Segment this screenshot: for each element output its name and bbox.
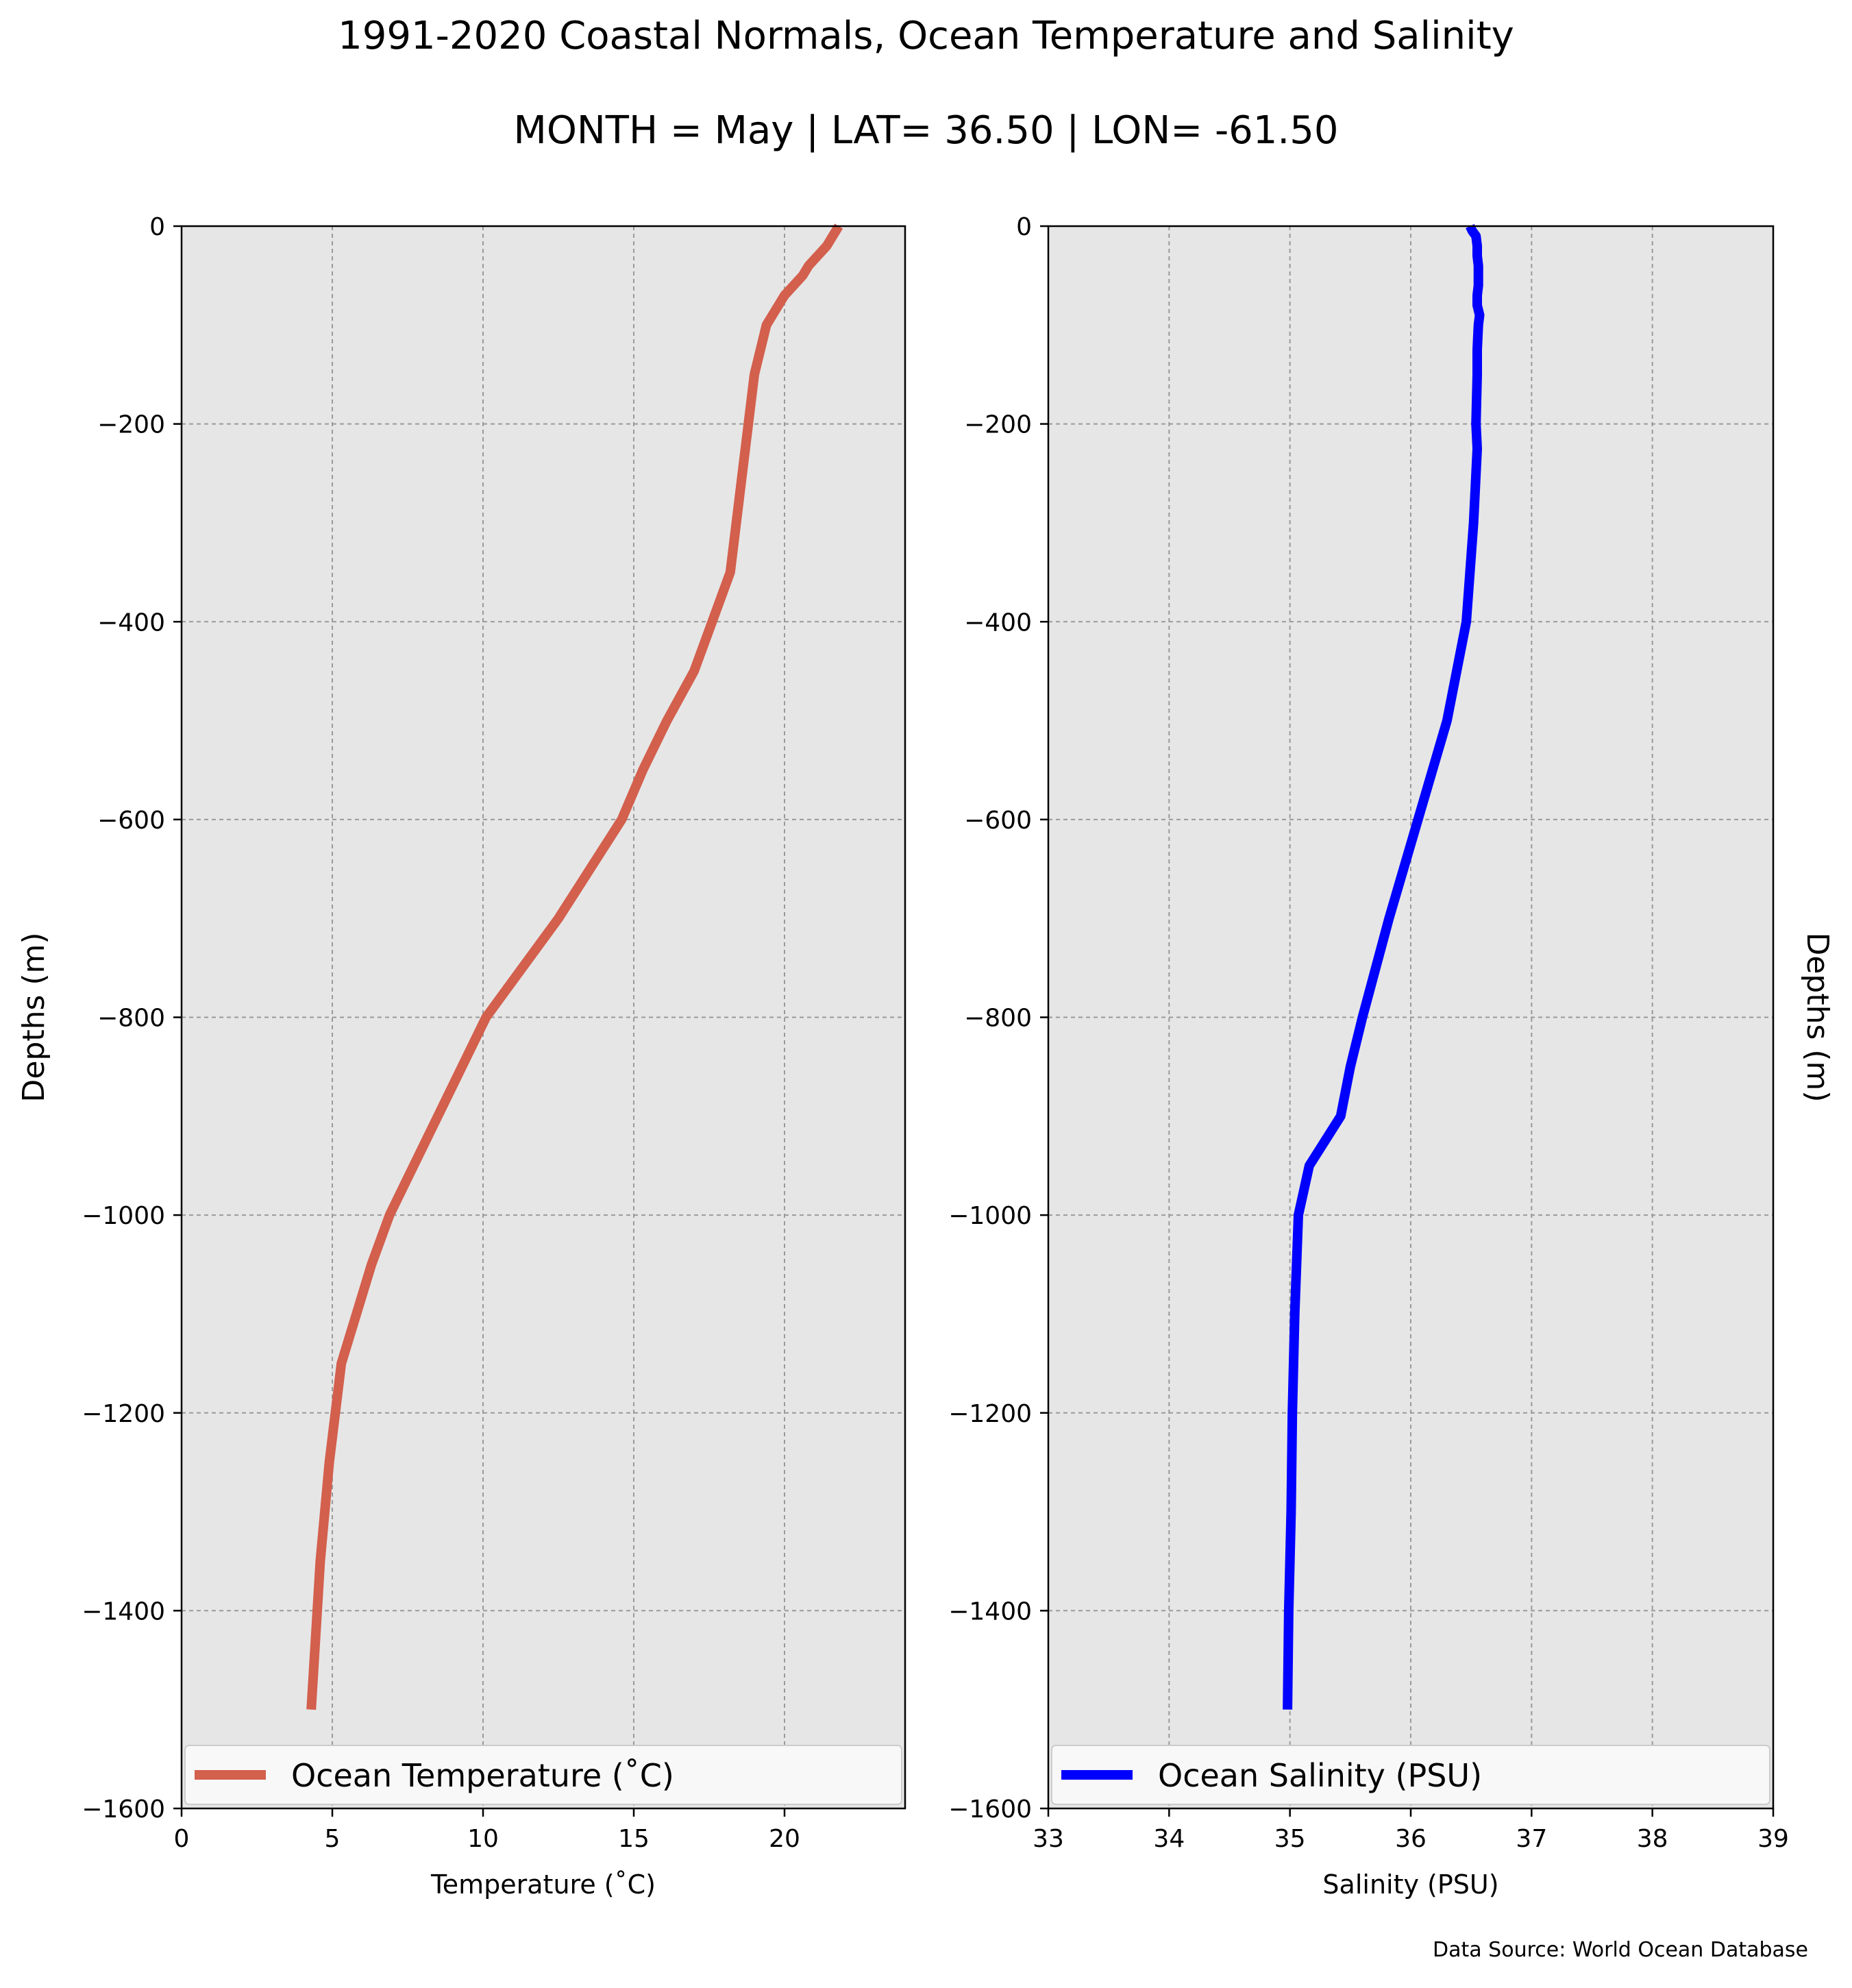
chart-subtitle: MONTH = May | LAT= 36.50 | LON= -61.50: [513, 108, 1339, 153]
x-tick-label: 36: [1395, 1825, 1427, 1853]
y-tick-label: −1600: [82, 1795, 165, 1824]
temperature-panel: Ocean Temperature (˚C) 0 5 10 15 20 0 −200 −400…: [16, 213, 906, 1900]
x-tick-label: 39: [1757, 1825, 1789, 1853]
y-tick-label: −200: [97, 411, 165, 439]
temperature-legend-box: [184, 1745, 902, 1805]
y-tick-label: −1200: [82, 1400, 165, 1428]
x-tick-label: 37: [1516, 1825, 1547, 1853]
y-tick-label: −1400: [948, 1597, 1032, 1625]
salinity-legend: Ocean Salinity (PSU): [1051, 1745, 1770, 1805]
x-tick-label: 15: [618, 1825, 650, 1853]
y-tick-label: −1000: [82, 1202, 165, 1230]
salinity-gridlines: [1048, 226, 1773, 1808]
y-tick-label: −800: [97, 1005, 165, 1033]
y-tick-label: −600: [97, 807, 165, 835]
salinity-y-axis-label: Depths (m): [1800, 932, 1835, 1102]
salinity-x-axis-label: Salinity (PSU): [1322, 1869, 1498, 1900]
temperature-series-line: [306, 223, 843, 1710]
y-tick-label: −600: [964, 807, 1032, 835]
salinity-ticks: 33 34 35 36 37 38 39 0 −200 −400 −600 −800 −1000 −120…: [948, 213, 1789, 1853]
y-tick-label: −1000: [948, 1202, 1032, 1230]
x-tick-label: 5: [325, 1825, 341, 1853]
data-source-note: Data Source: World Ocean Database: [1433, 1938, 1808, 1962]
x-tick-label: 0: [174, 1825, 190, 1853]
salinity-legend-label: Ocean Salinity (PSU): [1158, 1757, 1482, 1794]
temperature-legend-label: Ocean Temperature (˚C): [291, 1757, 674, 1794]
x-tick-label: 35: [1274, 1825, 1306, 1853]
salinity-series-line: [1283, 223, 1485, 1710]
temperature-ticks: 0 5 10 15 20 0 −200 −400 −600 −800 −1000 −1200 −1400…: [82, 213, 800, 1853]
temperature-y-axis-label: Depths (m): [16, 932, 51, 1102]
y-tick-label: −800: [964, 1005, 1032, 1033]
salinity-panel: Ocean Salinity (PSU) 33 34 35 36 37 38 39 0 −200…: [948, 213, 1835, 1900]
temperature-gridlines: [182, 226, 905, 1808]
y-tick-label: −1600: [948, 1795, 1032, 1824]
y-tick-label: −1200: [948, 1400, 1032, 1428]
x-tick-label: 38: [1637, 1825, 1668, 1853]
x-tick-label: 33: [1033, 1825, 1064, 1853]
x-tick-label: 20: [769, 1825, 800, 1853]
x-tick-label: 10: [467, 1825, 499, 1853]
x-tick-label: 34: [1153, 1825, 1185, 1853]
y-tick-label: −400: [964, 609, 1032, 637]
y-tick-label: −400: [97, 609, 165, 637]
temperature-legend: Ocean Temperature (˚C): [184, 1745, 902, 1805]
temperature-x-axis-label: Temperature (˚C): [430, 1869, 656, 1900]
y-tick-label: 0: [1016, 213, 1032, 241]
y-tick-label: −1400: [82, 1597, 165, 1625]
y-tick-label: −200: [964, 411, 1032, 439]
salinity-legend-box: [1051, 1745, 1770, 1805]
y-tick-label: 0: [149, 213, 165, 241]
chart-title: 1991-2020 Coastal Normals, Ocean Tempera…: [338, 14, 1514, 58]
